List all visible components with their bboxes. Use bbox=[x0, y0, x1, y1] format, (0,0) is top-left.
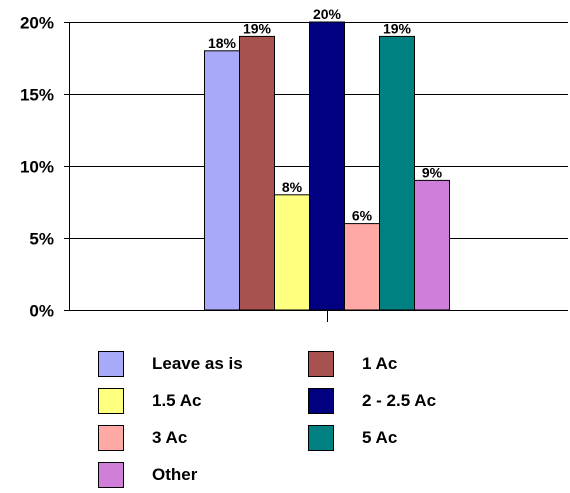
chart-legend: Leave as is 1 Ac 1.5 Ac 2 - 2.5 Ac 3 Ac 5 Ac O… bbox=[98, 345, 518, 488]
y-tick-label: 20% bbox=[20, 14, 54, 33]
bar bbox=[274, 194, 310, 311]
legend-label: 2 - 2.5 Ac bbox=[362, 390, 437, 410]
data-label: 8% bbox=[282, 179, 303, 195]
data-label: 20% bbox=[313, 6, 342, 22]
bar bbox=[239, 35, 275, 311]
legend-item: Other bbox=[98, 456, 308, 493]
legend-item: 2 - 2.5 Ac bbox=[308, 382, 508, 419]
data-label: 6% bbox=[352, 208, 373, 224]
legend-item: Leave as is bbox=[98, 345, 308, 382]
bar bbox=[379, 35, 415, 311]
bars bbox=[204, 21, 450, 311]
data-label: 19% bbox=[383, 20, 412, 36]
legend-swatch bbox=[98, 350, 124, 377]
bar bbox=[344, 223, 380, 311]
legend-item: 1 Ac bbox=[308, 345, 508, 382]
y-tick-label: 10% bbox=[20, 158, 54, 177]
legend-label: 3 Ac bbox=[152, 427, 188, 447]
legend-swatch bbox=[98, 461, 124, 488]
legend-label: 5 Ac bbox=[362, 427, 398, 447]
legend-swatch bbox=[308, 350, 334, 377]
legend-swatch bbox=[98, 424, 124, 451]
data-label: 19% bbox=[243, 20, 272, 36]
bar-chart: 0% 5% 10% 15% 20% 18% 19% 8% 20% 6% 19% 9% bbox=[20, 6, 568, 322]
data-label: 9% bbox=[422, 164, 443, 180]
legend-swatch bbox=[308, 424, 334, 451]
legend-swatch bbox=[308, 387, 334, 414]
bar bbox=[204, 50, 240, 311]
labels: 0% 5% 10% 15% 20% 18% 19% 8% 20% 6% 19% 9% bbox=[20, 6, 443, 321]
axes bbox=[64, 22, 568, 322]
y-tick-label: 15% bbox=[20, 86, 54, 105]
legend-label: 1 Ac bbox=[362, 353, 398, 373]
legend-swatch bbox=[98, 387, 124, 414]
legend-item: 5 Ac bbox=[308, 419, 508, 456]
bar bbox=[309, 21, 345, 311]
legend-label: Other bbox=[152, 464, 198, 484]
legend-item: 1.5 Ac bbox=[98, 382, 308, 419]
y-tick-label: 5% bbox=[29, 230, 54, 249]
legend-label: 1.5 Ac bbox=[152, 390, 202, 410]
bar bbox=[414, 179, 450, 311]
y-tick-label: 0% bbox=[29, 302, 54, 321]
legend-label: Leave as is bbox=[152, 353, 243, 373]
legend-item: 3 Ac bbox=[98, 419, 308, 456]
data-label: 18% bbox=[208, 35, 237, 51]
